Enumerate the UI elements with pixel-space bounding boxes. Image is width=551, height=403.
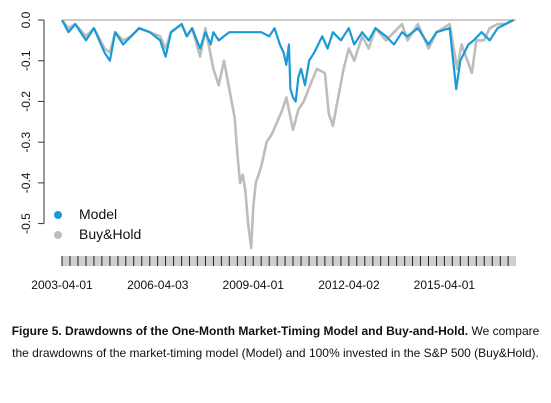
x-tick-label: 2012-04-02	[318, 278, 380, 292]
y-tick-label: -0.5	[19, 213, 33, 234]
x-tick-label: 2015-04-01	[414, 278, 476, 292]
caption-text: We compare the drawdowns of the market-t…	[12, 324, 540, 360]
y-tick-label: -0.3	[19, 131, 33, 152]
legend-marker	[54, 211, 62, 219]
series-line-model	[61, 19, 514, 103]
y-tick-label: -0.1	[19, 50, 33, 71]
drawdown-chart: 0.0 -0.1 -0.2 -0.3 -0.4 -0.5 2003-04-01 2006-04…	[19, 11, 516, 292]
legend-label: Buy&Hold	[79, 226, 141, 242]
legend-marker	[54, 231, 62, 239]
y-tick-label: 0.0	[19, 11, 33, 28]
x-axis-strip	[62, 256, 516, 266]
series-layer	[60, 18, 515, 250]
axis-layer: 0.0 -0.1 -0.2 -0.3 -0.4 -0.5 2003-04-01 2006-04…	[19, 11, 516, 292]
x-tick-label: 2003-04-01	[31, 278, 93, 292]
y-tick-label: -0.2	[19, 91, 33, 112]
figure-caption: Figure 5. Drawdowns of the One-Month Mar…	[10, 320, 541, 364]
x-tick-label: 2009-04-01	[223, 278, 285, 292]
legend-label: Model	[79, 206, 117, 222]
x-tick-label: 2006-04-03	[127, 278, 189, 292]
legend: Model Buy&Hold	[54, 206, 141, 242]
y-tick-label: -0.4	[19, 172, 33, 193]
caption-title: Figure 5. Drawdowns of the One-Month Mar…	[11, 324, 469, 338]
